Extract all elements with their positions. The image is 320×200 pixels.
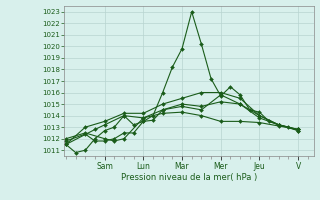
X-axis label: Pression niveau de la mer( hPa ): Pression niveau de la mer( hPa ) xyxy=(121,173,257,182)
